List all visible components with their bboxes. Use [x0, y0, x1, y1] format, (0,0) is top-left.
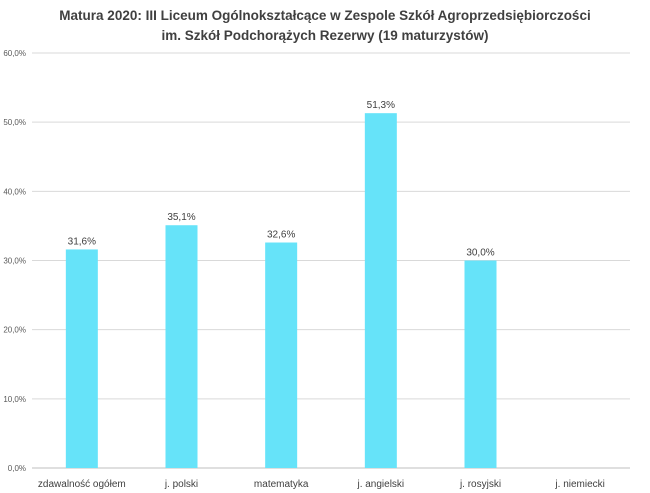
x-category-label: zdawalność ogółem — [38, 479, 126, 490]
y-tick-label: 0,0% — [8, 464, 26, 473]
chart-title-line-2: im. Szkół Podchorążych Rezerwy (19 matur… — [161, 28, 489, 43]
chart-title-line-1: Matura 2020: III Liceum Ogólnokształcące… — [59, 8, 591, 23]
bar — [65, 249, 98, 468]
data-label: 51,3% — [367, 100, 395, 111]
bar — [265, 242, 298, 468]
chart-title: Matura 2020: III Liceum Ogólnokształcące… — [0, 6, 650, 46]
bar — [165, 225, 198, 468]
y-tick-label: 50,0% — [3, 118, 26, 127]
data-label: 35,1% — [167, 212, 195, 223]
x-category-label: j. rosyjski — [459, 479, 501, 490]
data-label: 31,6% — [68, 236, 96, 247]
bar — [364, 113, 397, 469]
x-category-label: j. angielski — [356, 479, 404, 490]
x-category-label: matematyka — [254, 479, 309, 490]
y-tick-label: 40,0% — [3, 187, 26, 196]
y-tick-label: 60,0% — [3, 49, 26, 58]
bar — [464, 260, 497, 468]
y-tick-label: 20,0% — [3, 326, 26, 335]
x-category-label: j. niemiecki — [554, 479, 604, 490]
x-category-label: j. polski — [164, 479, 198, 490]
data-label: 30,0% — [466, 248, 494, 259]
data-label: 32,6% — [267, 230, 295, 241]
y-tick-label: 30,0% — [3, 257, 26, 266]
y-tick-label: 10,0% — [3, 395, 26, 404]
